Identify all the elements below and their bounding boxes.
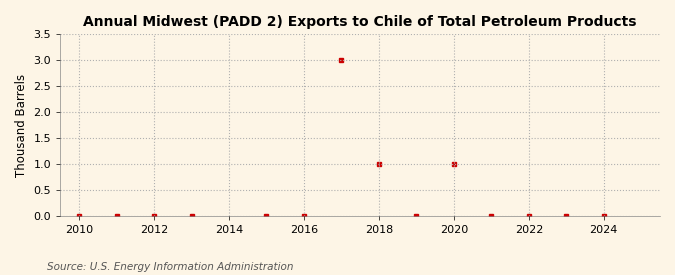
Text: Source: U.S. Energy Information Administration: Source: U.S. Energy Information Administ…: [47, 262, 294, 272]
Title: Annual Midwest (PADD 2) Exports to Chile of Total Petroleum Products: Annual Midwest (PADD 2) Exports to Chile…: [84, 15, 637, 29]
Y-axis label: Thousand Barrels: Thousand Barrels: [15, 74, 28, 177]
